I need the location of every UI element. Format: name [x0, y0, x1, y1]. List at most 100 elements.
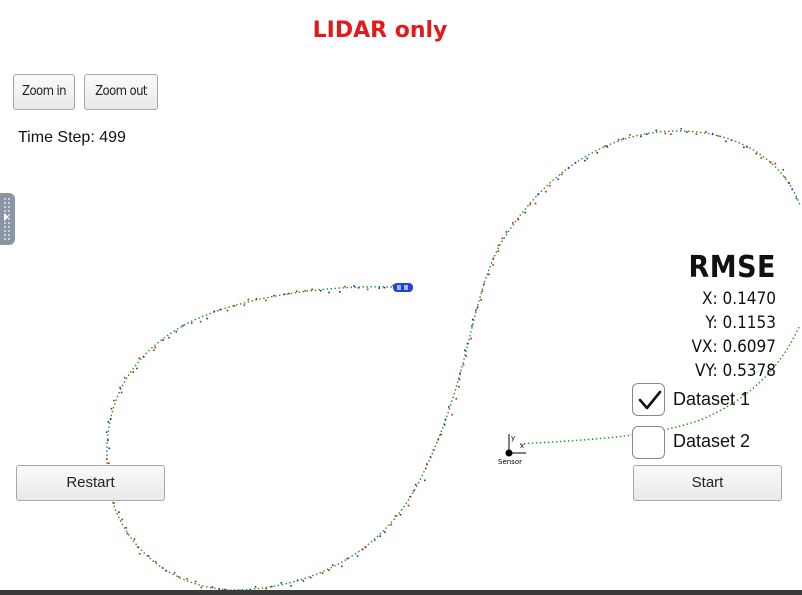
restart-button[interactable]: Restart — [16, 465, 165, 501]
measurement-marker — [273, 294, 275, 297]
measurement-marker — [105, 431, 108, 434]
measurement-marker — [476, 306, 479, 308]
measurement-marker — [113, 399, 115, 402]
estimate-marker — [447, 406, 450, 408]
measurement-marker — [432, 449, 435, 451]
start-button[interactable]: Start — [633, 465, 782, 501]
estimate-marker — [328, 291, 330, 294]
measurement-marker — [755, 152, 758, 155]
estimate-marker — [791, 188, 793, 191]
measurement-marker — [545, 190, 547, 193]
measurement-marker — [265, 299, 267, 302]
measurement-marker — [177, 575, 180, 578]
time-step-label: Time Step: 499 — [18, 129, 126, 146]
measurement-marker — [295, 290, 298, 293]
estimate-marker — [471, 318, 474, 321]
measurement-marker — [123, 376, 126, 379]
estimate-marker — [399, 513, 402, 516]
measurement-marker — [394, 515, 397, 517]
estimate-marker — [283, 293, 286, 296]
measurement-marker — [107, 462, 110, 464]
estimate-marker — [443, 424, 446, 426]
dataset-2-label[interactable]: Dataset 2 — [673, 431, 751, 451]
measurement-marker — [154, 560, 157, 563]
estimate-marker — [686, 131, 688, 133]
measurement-marker — [168, 336, 170, 339]
measurement-marker — [219, 308, 221, 311]
zoom-in-button[interactable]: Zoom in — [13, 74, 75, 110]
measurement-marker — [243, 304, 246, 306]
estimate-marker — [378, 287, 380, 289]
estimate-marker — [458, 378, 461, 381]
measurement-marker — [126, 532, 129, 535]
measurement-marker — [407, 504, 410, 507]
measurement-marker — [154, 346, 156, 349]
measurement-marker — [328, 569, 330, 572]
estimate-marker — [586, 157, 589, 160]
measurement-marker — [459, 372, 461, 374]
estimate-marker — [596, 152, 598, 154]
estimate-marker — [557, 178, 560, 180]
estimate-marker — [440, 433, 442, 436]
estimate-marker — [743, 146, 745, 149]
estimate-marker — [181, 324, 184, 327]
measurement-marker — [534, 202, 537, 205]
measurement-marker — [717, 135, 720, 137]
measurement-marker — [770, 161, 772, 164]
estimate-marker — [655, 129, 657, 132]
measurement-marker — [424, 467, 427, 470]
dataset-2-checkbox[interactable] — [632, 426, 665, 459]
measurement-marker — [147, 555, 150, 557]
measurement-marker — [670, 133, 672, 135]
measurement-marker — [680, 128, 683, 130]
rmse-heading: RMSE — [688, 250, 776, 285]
measurement-marker — [373, 539, 376, 541]
dataset-1-label[interactable]: Dataset 1 — [673, 389, 751, 409]
measurement-marker — [142, 356, 145, 358]
measurement-marker — [304, 289, 307, 292]
measurement-marker — [321, 572, 324, 574]
measurement-marker — [341, 565, 343, 568]
estimate-marker — [466, 342, 469, 345]
measurement-marker — [437, 438, 439, 441]
sensor-marker: y x Sensor — [498, 434, 526, 466]
estimate-marker — [646, 133, 648, 135]
estimate-marker — [119, 386, 121, 389]
rmse-vx: VX: 0.6097 — [691, 337, 776, 357]
side-panel-toggle[interactable] — [0, 193, 15, 245]
estimate-marker — [353, 285, 355, 287]
panel-toggle-icon — [4, 213, 9, 221]
check-icon — [638, 390, 662, 410]
measurement-marker — [125, 527, 127, 529]
measurement-marker — [425, 463, 428, 465]
estimate-marker — [567, 167, 570, 169]
measurement-marker — [483, 283, 485, 285]
estimate-marker — [331, 564, 334, 566]
estimate-marker — [474, 309, 477, 312]
estimate-marker — [537, 193, 539, 196]
estimate-marker — [339, 291, 341, 293]
measurement-marker — [310, 576, 312, 579]
measurement-marker — [113, 502, 115, 505]
measurement-marker — [133, 538, 136, 540]
estimate-marker — [175, 330, 178, 333]
measurement-marker — [390, 523, 393, 526]
estimate-marker — [622, 137, 625, 140]
estimate-marker — [788, 182, 790, 184]
measurement-marker — [629, 134, 631, 136]
estimate-marker — [711, 132, 714, 135]
measurement-marker — [357, 287, 360, 289]
measurement-marker — [497, 244, 500, 247]
estimate-marker — [725, 140, 727, 143]
estimate-marker — [346, 557, 349, 560]
zoom-out-button[interactable]: Zoom out — [84, 74, 158, 110]
rmse-y: Y: 0.1153 — [705, 313, 776, 333]
dataset-1-checkbox[interactable] — [632, 383, 665, 416]
estimate-marker — [795, 197, 798, 200]
estimate-marker — [107, 439, 109, 441]
measurement-marker — [186, 577, 188, 580]
estimate-marker — [584, 159, 586, 162]
estimate-marker — [383, 286, 386, 289]
estimate-marker — [471, 324, 473, 327]
measurement-marker — [705, 131, 707, 133]
